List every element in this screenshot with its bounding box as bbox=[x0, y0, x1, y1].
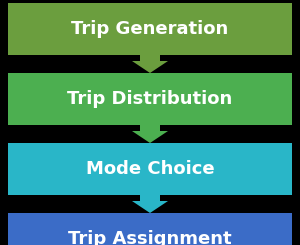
Polygon shape bbox=[132, 195, 168, 213]
FancyBboxPatch shape bbox=[8, 3, 292, 55]
Text: Trip Assignment: Trip Assignment bbox=[68, 230, 232, 245]
FancyBboxPatch shape bbox=[8, 213, 292, 245]
FancyBboxPatch shape bbox=[8, 143, 292, 195]
Text: Mode Choice: Mode Choice bbox=[86, 160, 214, 178]
Text: Trip Distribution: Trip Distribution bbox=[68, 90, 232, 108]
Text: Trip Generation: Trip Generation bbox=[71, 20, 229, 38]
FancyBboxPatch shape bbox=[8, 73, 292, 125]
Polygon shape bbox=[132, 55, 168, 73]
Polygon shape bbox=[132, 125, 168, 143]
